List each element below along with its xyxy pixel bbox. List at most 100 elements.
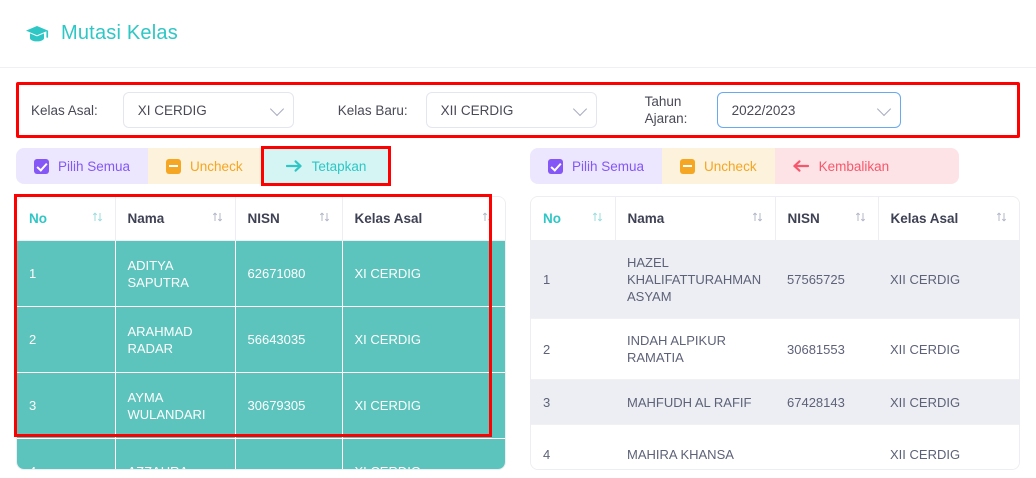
right-pilih-semua-button[interactable]: Pilih Semua: [530, 148, 663, 184]
checkbox-checked-icon: [34, 158, 49, 174]
chevron-down-icon: [269, 101, 284, 117]
right-cell-nisn: 30681553: [775, 318, 878, 380]
filter-tahun-ajaran: Tahun Ajaran: 2022/2023: [645, 92, 901, 128]
table-row[interactable]: 1 ADITYA SAPUTRA 62671080 XI CERDIG: [17, 240, 505, 307]
table-row[interactable]: 3 AYMA WULANDARI 30679305 XI CERDIG: [17, 372, 505, 439]
right-cell-no: 3: [531, 379, 615, 425]
right-cell-nama: MAHIRA KHANSA: [615, 424, 775, 469]
left-th-no-label: No: [29, 211, 47, 226]
right-cell-nisn: 57565725: [775, 240, 878, 319]
left-cell-kelas: XI CERDIG: [342, 372, 505, 439]
kembalikan-button[interactable]: Kembalikan: [774, 148, 960, 184]
right-th-nisn-label: NISN: [787, 211, 820, 226]
right-cell-no: 1: [531, 240, 615, 319]
chevron-down-icon: [572, 101, 587, 117]
left-th-nisn[interactable]: NISN: [235, 197, 343, 241]
left-table-card: No Nama: [16, 196, 506, 470]
left-cell-nisn: 30679305: [235, 372, 343, 439]
left-cell-nisn: 56643035: [235, 306, 343, 373]
checkbox-checked-icon: [548, 158, 563, 174]
right-cell-kelas: XII CERDIG: [878, 318, 1019, 380]
right-cell-nama: HAZEL KHALIFATTURAHMAN ASYAM: [615, 240, 775, 319]
tahun-ajaran-label-line1: Tahun: [644, 94, 682, 109]
sort-icon: [855, 211, 866, 226]
left-cell-no: 2: [17, 306, 116, 373]
right-pilih-semua-label: Pilih Semua: [572, 158, 645, 174]
kelas-baru-label: Kelas Baru:: [337, 102, 408, 118]
filter-kelas-asal: Kelas Asal: XI CERDIG: [31, 92, 294, 128]
right-cell-nisn: [775, 424, 878, 469]
table-row[interactable]: 2 ARAHMAD RADAR 56643035 XI CERDIG: [17, 306, 505, 373]
checkbox-indeterminate-icon: [680, 158, 696, 174]
right-cell-kelas: XII CERDIG: [878, 424, 1019, 469]
tetapkan-button[interactable]: Tetapkan: [260, 146, 392, 186]
left-uncheck-button[interactable]: Uncheck: [148, 148, 261, 184]
left-cell-nisn: [235, 438, 343, 469]
right-table-body: 1 HAZEL KHALIFATTURAHMAN ASYAM 57565725 …: [531, 240, 1019, 469]
left-th-kelas-asal-label: Kelas Asal: [354, 211, 423, 226]
left-cell-kelas: XI CERDIG: [342, 306, 505, 373]
right-th-kelas-asal-label: Kelas Asal: [890, 211, 959, 226]
right-cell-kelas: XII CERDIG: [878, 379, 1019, 425]
right-cell-nama: INDAH ALPIKUR RAMATIA: [615, 318, 775, 380]
left-table-header-row: No Nama: [17, 197, 505, 241]
tahun-ajaran-select[interactable]: 2022/2023: [716, 92, 901, 128]
table-row[interactable]: 4 MAHIRA KHANSA XII CERDIG: [531, 424, 1019, 469]
left-pilih-semua-label: Pilih Semua: [58, 158, 131, 174]
left-table-viewport[interactable]: No Nama: [17, 197, 505, 469]
tahun-ajaran-label: Tahun Ajaran:: [645, 93, 709, 127]
right-th-no[interactable]: No: [531, 197, 616, 241]
table-row[interactable]: 4 AZZAHRA XI CERDIG: [17, 438, 505, 469]
left-th-nama-label: Nama: [127, 211, 165, 226]
right-th-nama-label: Nama: [627, 211, 665, 226]
tetapkan-label: Tetapkan: [311, 158, 367, 174]
sort-icon: [996, 211, 1007, 226]
sort-icon: [752, 211, 763, 226]
filter-bar: Kelas Asal: XI CERDIG Kelas Baru: XII CE…: [16, 82, 1020, 138]
left-pilih-semua-button[interactable]: Pilih Semua: [16, 148, 149, 184]
left-cell-nisn: 62671080: [235, 240, 343, 307]
left-uncheck-label: Uncheck: [190, 158, 243, 174]
panels-container: Pilih Semua Uncheck Tetapkan: [14, 146, 1020, 470]
sort-icon: [319, 211, 330, 226]
table-row[interactable]: 3 MAHFUDH AL RAFIF 67428143 XII CERDIG: [531, 379, 1019, 425]
left-cell-no: 1: [17, 240, 116, 307]
right-action-bar: Pilih Semua Uncheck Kembalikan: [530, 148, 1020, 184]
kelas-asal-value: XI CERDIG: [137, 102, 207, 118]
left-cell-kelas: XI CERDIG: [342, 438, 505, 469]
right-cell-no: 4: [531, 424, 615, 469]
page-title: Mutasi Kelas: [61, 22, 178, 44]
left-action-bar: Pilih Semua Uncheck Tetapkan: [16, 146, 506, 186]
left-th-no[interactable]: No: [17, 197, 116, 241]
right-cell-no: 2: [531, 318, 615, 380]
left-cell-nama: ARAHMAD RADAR: [115, 306, 236, 373]
right-th-nisn[interactable]: NISN: [775, 197, 879, 241]
left-cell-nama: ADITYA SAPUTRA: [115, 240, 236, 307]
tahun-ajaran-value: 2022/2023: [731, 102, 796, 118]
kelas-asal-select[interactable]: XI CERDIG: [122, 92, 294, 128]
right-uncheck-label: Uncheck: [704, 158, 757, 174]
left-th-nama[interactable]: Nama: [115, 197, 236, 241]
kelas-baru-value: XII CERDIG: [440, 102, 514, 118]
right-th-nama[interactable]: Nama: [615, 197, 776, 241]
sort-icon: [592, 211, 603, 226]
chevron-down-icon: [876, 101, 891, 117]
right-table-viewport[interactable]: No Nama: [531, 197, 1019, 469]
right-panel: Pilih Semua Uncheck Kembalikan: [530, 148, 1020, 470]
left-th-kelas-asal[interactable]: Kelas Asal: [342, 197, 505, 241]
sort-icon: [482, 211, 493, 226]
right-table-card: No Nama: [530, 196, 1020, 470]
page-header: Mutasi Kelas: [0, 0, 1036, 68]
right-th-kelas-asal[interactable]: Kelas Asal: [878, 197, 1019, 241]
right-cell-kelas: XII CERDIG: [878, 240, 1019, 319]
table-row[interactable]: 2 INDAH ALPIKUR RAMATIA 30681553 XII CER…: [531, 318, 1019, 380]
left-cell-no: 3: [17, 372, 116, 439]
right-uncheck-button[interactable]: Uncheck: [662, 148, 775, 184]
table-row[interactable]: 1 HAZEL KHALIFATTURAHMAN ASYAM 57565725 …: [531, 240, 1019, 319]
right-table: No Nama: [531, 197, 1019, 469]
kelas-baru-select[interactable]: XII CERDIG: [425, 92, 597, 128]
left-table-body: 1 ADITYA SAPUTRA 62671080 XI CERDIG 2 AR…: [17, 240, 505, 469]
kembalikan-label: Kembalikan: [818, 158, 890, 174]
left-panel: Pilih Semua Uncheck Tetapkan: [14, 146, 506, 470]
left-cell-kelas: XI CERDIG: [342, 240, 505, 307]
